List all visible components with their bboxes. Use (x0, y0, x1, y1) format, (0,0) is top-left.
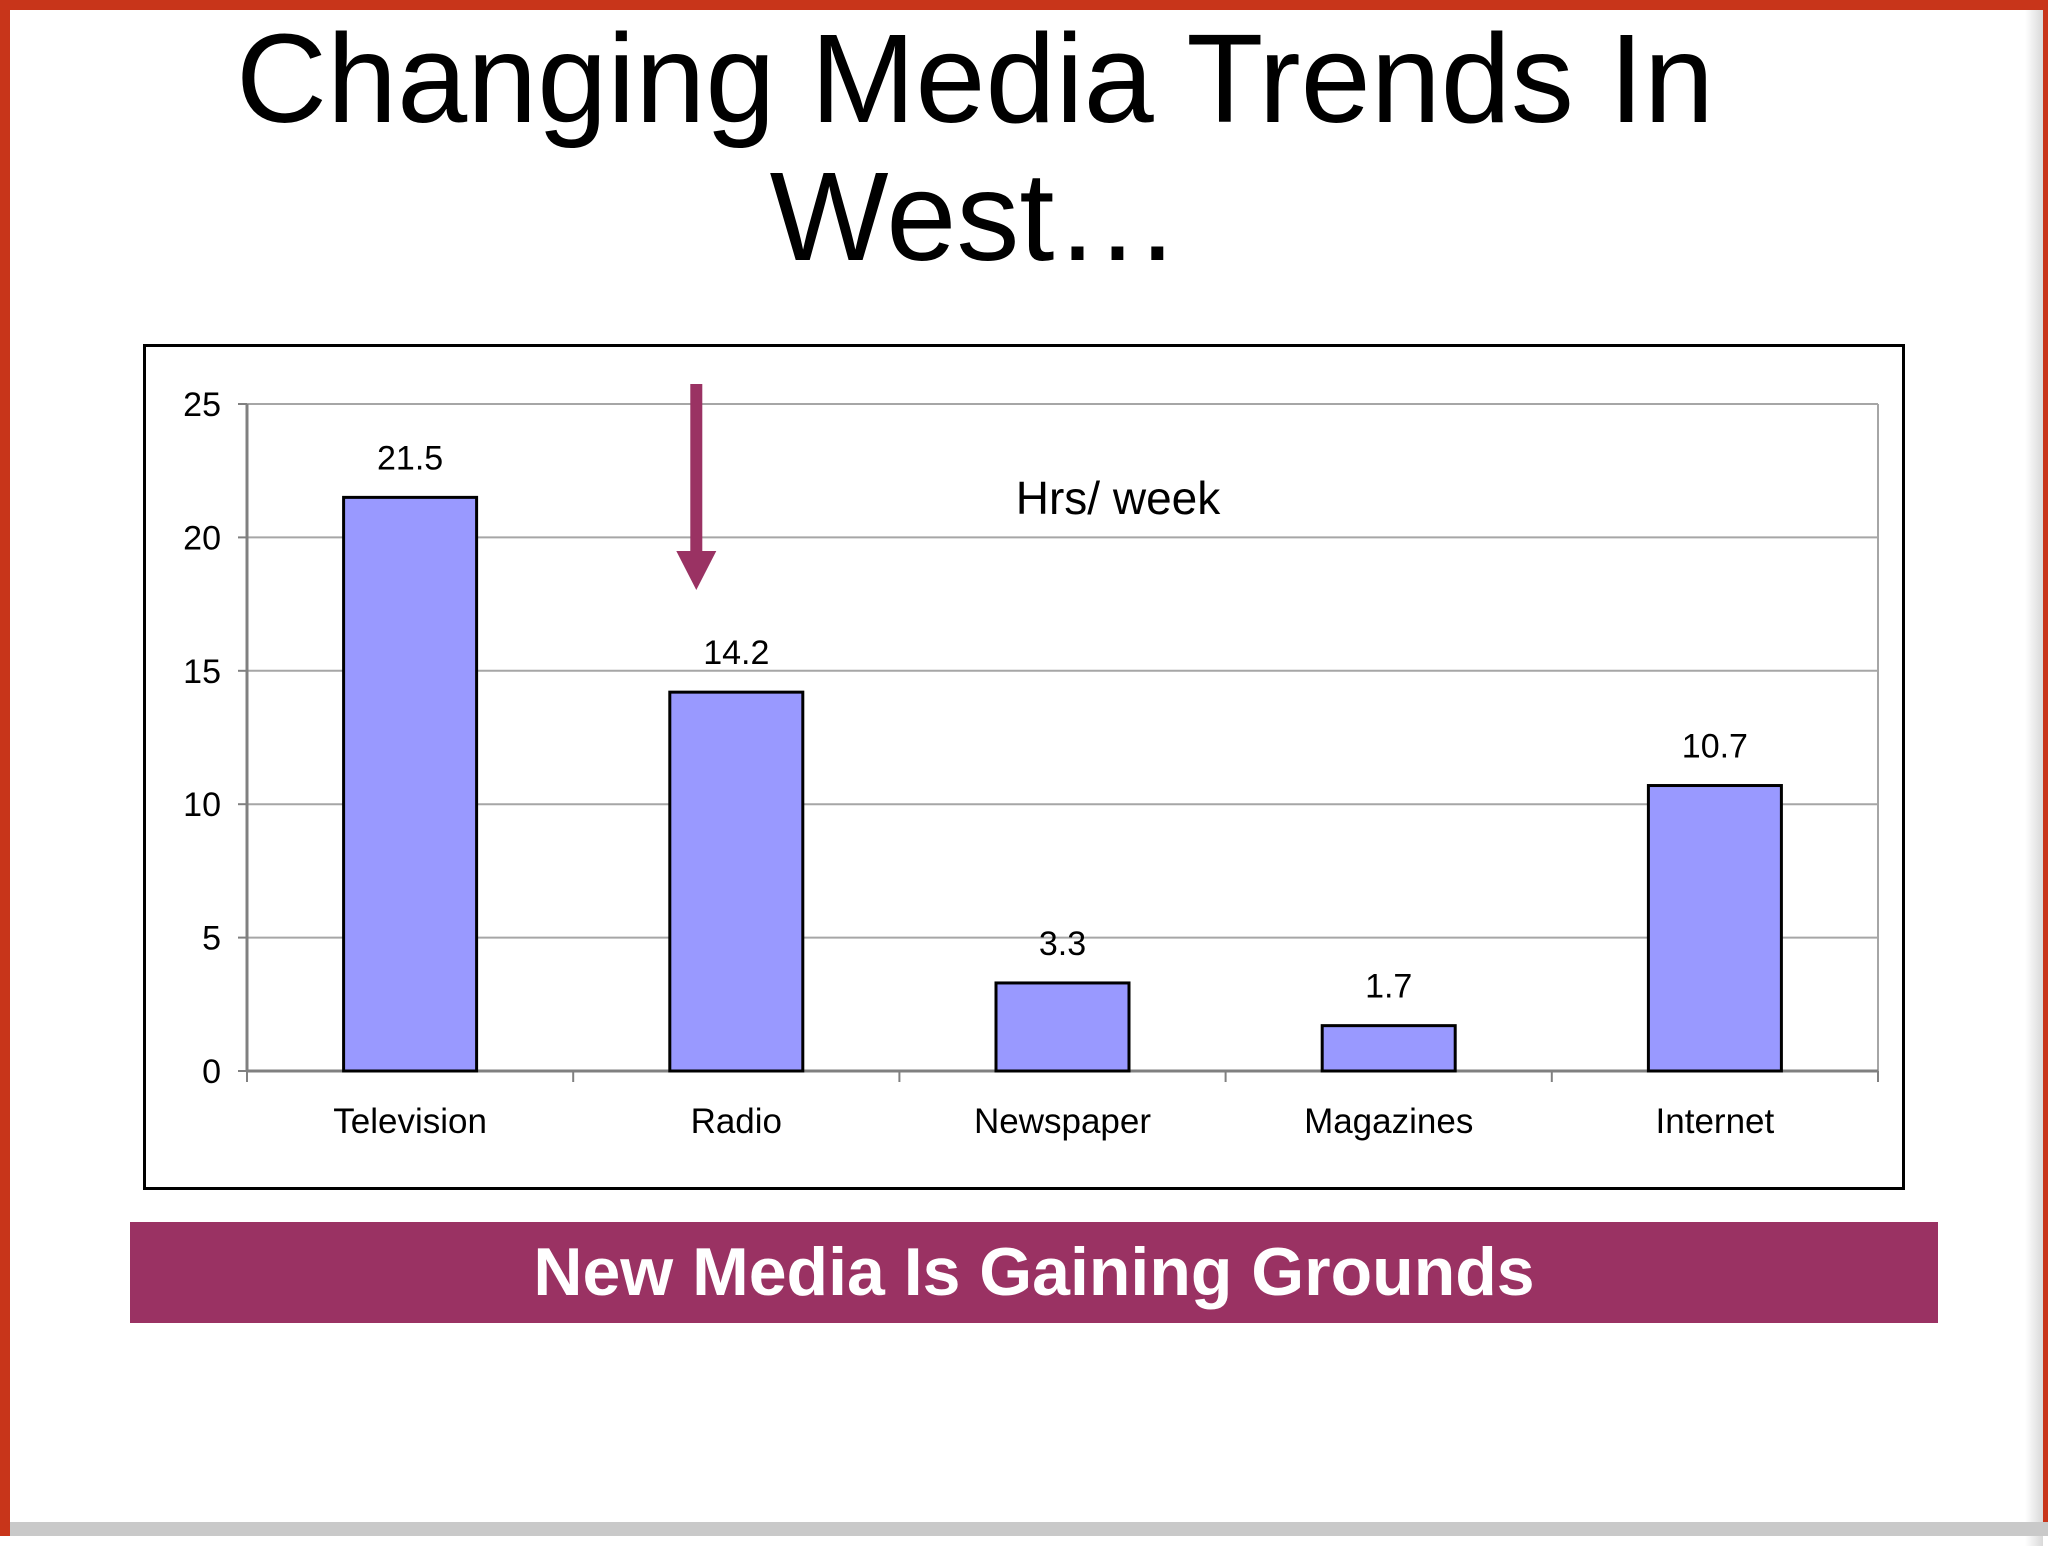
chart-frame (143, 344, 1905, 1190)
banner: New Media Is Gaining Grounds (130, 1222, 1938, 1323)
slide-edge-shadow (2025, 10, 2043, 1546)
slide-title: Changing Media Trends In West… (236, 8, 1714, 287)
slide-bottom-bar (10, 1522, 2048, 1536)
